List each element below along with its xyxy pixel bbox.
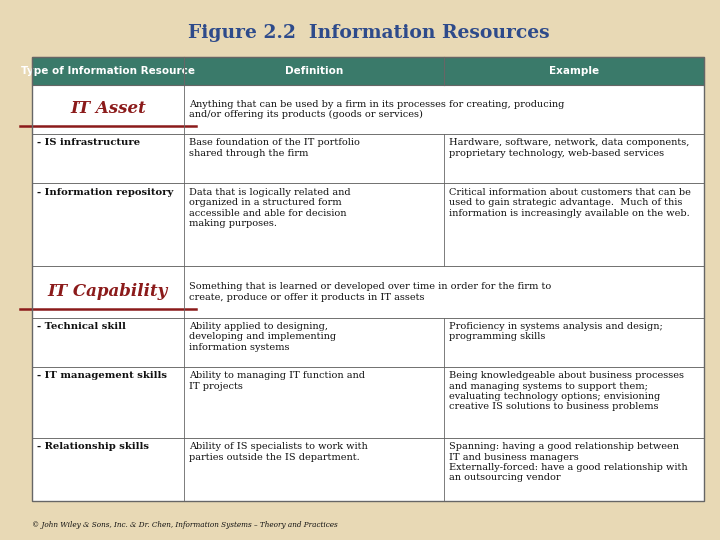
Text: Ability of IS specialists to work with
parties outside the IS department.: Ability of IS specialists to work with p… [189,442,367,462]
Text: Spanning: having a good relationship between
IT and business managers
Externally: Spanning: having a good relationship bet… [449,442,688,482]
Text: - Information repository: - Information repository [37,188,174,197]
Text: Data that is logically related and
organized in a structured form
accessible and: Data that is logically related and organ… [189,188,350,228]
Bar [32,57,704,501]
Text: Type of Information Resource: Type of Information Resource [21,66,195,76]
Text: IT Capability: IT Capability [48,282,168,300]
Bar [32,57,704,85]
Text: Base foundation of the IT portfolio
shared through the firm: Base foundation of the IT portfolio shar… [189,138,359,158]
Text: Being knowledgeable about business processes
and managing systems to support the: Being knowledgeable about business proce… [449,372,684,411]
Text: Example: Example [549,66,599,76]
Bar [32,184,704,266]
Text: - Technical skill: - Technical skill [37,322,126,331]
Text: - IT management skills: - IT management skills [37,372,168,380]
Text: Something that is learned or developed over time in order for the firm to
create: Something that is learned or developed o… [189,282,551,302]
Text: © John Wiley & Sons, Inc. & Dr. Chen, Information Systems – Theory and Practices: © John Wiley & Sons, Inc. & Dr. Chen, In… [32,521,338,529]
Text: Proficiency in systems analysis and design;
programming skills: Proficiency in systems analysis and desi… [449,322,663,341]
Text: Hardware, software, network, data components,
proprietary technology, web-based : Hardware, software, network, data compon… [449,138,690,158]
Bar [32,85,704,134]
Bar [32,266,704,318]
Text: - IS infrastructure: - IS infrastructure [37,138,140,147]
Bar [32,134,704,184]
Text: IT Asset: IT Asset [70,100,146,117]
Text: Ability to managing IT function and
IT projects: Ability to managing IT function and IT p… [189,372,364,390]
Bar [32,367,704,438]
Text: Definition: Definition [284,66,343,76]
Text: Ability applied to designing,
developing and implementing
information systems: Ability applied to designing, developing… [189,322,336,352]
Bar [32,318,704,367]
Text: Anything that can be used by a firm in its processes for creating, producing
and: Anything that can be used by a firm in i… [189,100,564,119]
Text: Critical information about customers that can be
used to gain strategic advantag: Critical information about customers tha… [449,188,691,218]
Text: Figure 2.2  Information Resources: Figure 2.2 Information Resources [188,24,549,42]
Text: - Relationship skills: - Relationship skills [37,442,150,451]
Bar [32,438,704,501]
